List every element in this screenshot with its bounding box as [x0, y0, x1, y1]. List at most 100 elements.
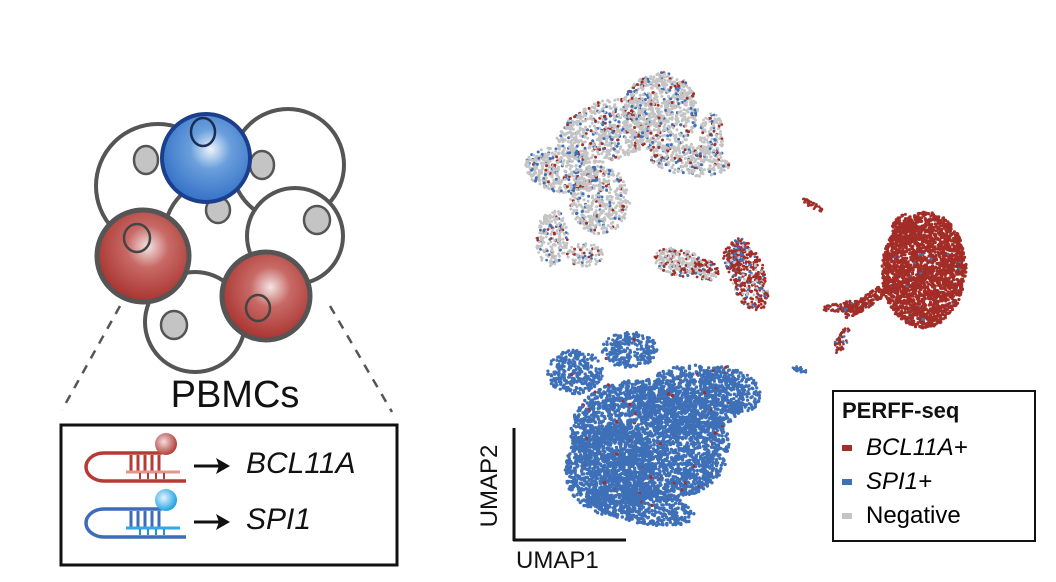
umap-point — [748, 289, 752, 293]
umap-point — [671, 157, 674, 161]
umap-point — [725, 160, 729, 164]
umap-point — [571, 151, 575, 155]
umap-point — [587, 194, 591, 198]
umap-point — [617, 156, 621, 160]
umap-point — [651, 161, 655, 165]
umap-point — [666, 119, 670, 123]
nucleus — [244, 293, 272, 323]
umap-point — [672, 256, 676, 259]
umap-point — [556, 151, 560, 155]
umap-point — [682, 108, 686, 112]
umap-point — [669, 143, 673, 147]
umap-point — [569, 117, 572, 120]
umap-point — [746, 302, 750, 306]
umap-point — [666, 137, 669, 141]
umap-point — [677, 146, 681, 150]
umap-point — [566, 140, 570, 144]
umap-point — [579, 203, 582, 207]
umap-point — [686, 110, 690, 114]
umap-point — [595, 132, 599, 135]
umap-point — [754, 251, 758, 255]
umap-point — [596, 120, 600, 124]
umap-point — [649, 81, 653, 85]
umap-point — [571, 132, 575, 136]
umap-point — [596, 101, 600, 105]
umap-point — [586, 128, 589, 132]
umap-point — [686, 273, 690, 277]
umap-point — [614, 108, 618, 112]
umap-point — [592, 243, 596, 247]
umap-point — [569, 142, 573, 146]
umap-point — [557, 242, 561, 246]
umap-point — [659, 153, 663, 157]
umap-point — [608, 125, 612, 129]
umap-point — [527, 155, 531, 159]
umap-point — [578, 257, 581, 261]
umap-point — [738, 278, 741, 282]
umap-point — [591, 175, 595, 179]
umap-point — [594, 119, 597, 123]
umap-point — [685, 84, 689, 88]
umap-point — [647, 118, 651, 122]
umap-point — [577, 131, 581, 135]
umap-point — [569, 160, 573, 164]
umap-point — [617, 209, 621, 213]
umap-point — [683, 157, 687, 160]
umap-point — [550, 263, 553, 266]
umap-point — [664, 75, 668, 79]
umap-point — [721, 168, 724, 172]
umap-point — [588, 215, 591, 219]
umap-point — [763, 273, 766, 276]
umap-point — [581, 192, 585, 196]
umap-point — [685, 164, 689, 168]
zoom-line-right — [328, 305, 394, 413]
umap-point — [564, 190, 568, 194]
umap-point — [567, 189, 571, 193]
umap-point — [624, 112, 627, 116]
umap-point — [568, 249, 572, 252]
umap-point — [624, 141, 628, 145]
umap-point — [649, 146, 653, 150]
umap-point — [678, 97, 682, 101]
umap-point — [694, 118, 698, 122]
umap-point — [647, 127, 651, 131]
umap-scatter — [524, 71, 968, 528]
umap-point — [627, 114, 631, 118]
umap-point — [739, 262, 742, 266]
umap-point — [695, 150, 698, 154]
umap-point — [714, 133, 718, 137]
umap-point — [555, 232, 559, 235]
umap-point — [751, 281, 755, 285]
nucleus — [159, 309, 189, 341]
umap-point — [676, 140, 680, 144]
umap-point — [681, 145, 685, 149]
umap-point — [548, 157, 552, 161]
umap-point — [575, 188, 579, 192]
umap-point — [555, 229, 559, 233]
umap-point — [649, 92, 653, 96]
umap-point — [600, 195, 604, 199]
umap-point — [602, 204, 606, 208]
umap-point — [718, 137, 721, 141]
umap-point — [593, 179, 597, 183]
umap-point — [631, 93, 635, 97]
umap-point — [573, 247, 576, 251]
umap-point — [602, 137, 606, 141]
umap-point — [674, 122, 678, 126]
umap-point — [540, 171, 544, 174]
umap-point — [683, 138, 687, 141]
umap-point — [596, 197, 600, 201]
umap-point — [549, 240, 553, 244]
umap-point — [624, 136, 628, 139]
umap-point — [725, 253, 729, 257]
umap-point — [712, 262, 716, 266]
umap-point — [548, 165, 551, 169]
umap-point — [532, 161, 536, 165]
umap-point — [719, 159, 723, 163]
umap-point — [569, 135, 573, 139]
umap-point — [668, 113, 672, 117]
umap-point — [629, 109, 633, 113]
umap-point — [578, 196, 582, 200]
umap-point — [603, 216, 607, 220]
umap-point — [733, 258, 736, 261]
